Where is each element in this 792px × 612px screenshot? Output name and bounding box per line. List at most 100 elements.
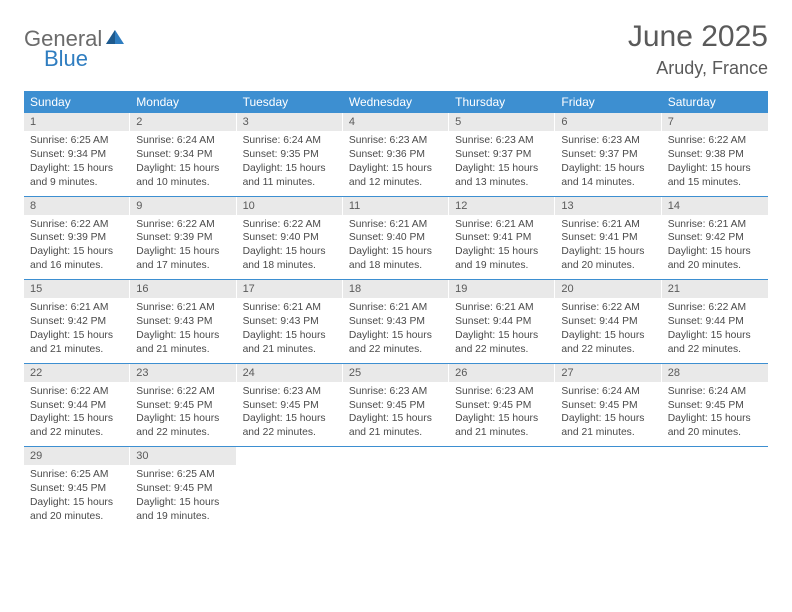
- day-number: 21: [662, 280, 768, 298]
- day-content: Sunrise: 6:21 AMSunset: 9:41 PMDaylight:…: [555, 215, 661, 280]
- day-line: Sunset: 9:45 PM: [136, 482, 230, 496]
- day-line: and 17 minutes.: [136, 259, 230, 273]
- day-content: Sunrise: 6:24 AMSunset: 9:45 PMDaylight:…: [662, 382, 768, 447]
- day-line: Sunrise: 6:25 AM: [30, 134, 124, 148]
- day-content: Sunrise: 6:22 AMSunset: 9:39 PMDaylight:…: [24, 215, 130, 280]
- day-cell: [555, 447, 661, 530]
- day-line: Daylight: 15 hours: [136, 245, 230, 259]
- day-line: Daylight: 15 hours: [30, 245, 124, 259]
- title-block: June 2025 Arudy, France: [628, 20, 768, 79]
- day-line: Daylight: 15 hours: [243, 329, 337, 343]
- day-line: and 10 minutes.: [136, 176, 230, 190]
- day-number: 22: [24, 364, 130, 382]
- day-line: Sunrise: 6:21 AM: [349, 218, 443, 232]
- day-content: Sunrise: 6:21 AMSunset: 9:44 PMDaylight:…: [449, 298, 555, 363]
- day-number: 20: [555, 280, 661, 298]
- day-line: Daylight: 15 hours: [455, 412, 549, 426]
- day-line: Daylight: 15 hours: [30, 162, 124, 176]
- day-cell: 16Sunrise: 6:21 AMSunset: 9:43 PMDayligh…: [130, 280, 236, 363]
- day-line: Daylight: 15 hours: [243, 412, 337, 426]
- logo-text-blue: Blue: [44, 46, 88, 71]
- day-line: and 22 minutes.: [349, 343, 443, 357]
- day-line: Daylight: 15 hours: [30, 329, 124, 343]
- day-line: Sunrise: 6:23 AM: [455, 134, 549, 148]
- day-line: and 22 minutes.: [455, 343, 549, 357]
- day-content: Sunrise: 6:23 AMSunset: 9:45 PMDaylight:…: [237, 382, 343, 447]
- calendar: Sunday Monday Tuesday Wednesday Thursday…: [24, 91, 768, 530]
- logo-triangle-icon: [106, 30, 124, 49]
- day-content: Sunrise: 6:23 AMSunset: 9:45 PMDaylight:…: [449, 382, 555, 447]
- day-line: Sunset: 9:42 PM: [30, 315, 124, 329]
- day-line: Daylight: 15 hours: [668, 412, 762, 426]
- day-number: 25: [343, 364, 449, 382]
- day-cell: [343, 447, 449, 530]
- day-line: and 20 minutes.: [30, 510, 124, 524]
- day-cell: 15Sunrise: 6:21 AMSunset: 9:42 PMDayligh…: [24, 280, 130, 363]
- day-cell: 2Sunrise: 6:24 AMSunset: 9:34 PMDaylight…: [130, 113, 236, 196]
- day-number: 19: [449, 280, 555, 298]
- day-line: Daylight: 15 hours: [349, 162, 443, 176]
- day-number: 9: [130, 197, 236, 215]
- day-line: Sunset: 9:45 PM: [668, 399, 762, 413]
- day-cell: 5Sunrise: 6:23 AMSunset: 9:37 PMDaylight…: [449, 113, 555, 196]
- day-number: 8: [24, 197, 130, 215]
- day-line: Sunset: 9:38 PM: [668, 148, 762, 162]
- day-content: Sunrise: 6:24 AMSunset: 9:35 PMDaylight:…: [237, 131, 343, 196]
- day-line: Sunrise: 6:22 AM: [668, 134, 762, 148]
- day-line: and 19 minutes.: [136, 510, 230, 524]
- day-line: and 21 minutes.: [455, 426, 549, 440]
- day-line: and 13 minutes.: [455, 176, 549, 190]
- day-line: Sunset: 9:41 PM: [561, 231, 655, 245]
- day-cell: 8Sunrise: 6:22 AMSunset: 9:39 PMDaylight…: [24, 197, 130, 280]
- day-line: Sunrise: 6:22 AM: [30, 385, 124, 399]
- day-content: Sunrise: 6:21 AMSunset: 9:41 PMDaylight:…: [449, 215, 555, 280]
- day-content: Sunrise: 6:23 AMSunset: 9:36 PMDaylight:…: [343, 131, 449, 196]
- day-line: Daylight: 15 hours: [349, 245, 443, 259]
- day-content: Sunrise: 6:25 AMSunset: 9:34 PMDaylight:…: [24, 131, 130, 196]
- day-content: Sunrise: 6:23 AMSunset: 9:37 PMDaylight:…: [449, 131, 555, 196]
- day-line: Sunrise: 6:21 AM: [668, 218, 762, 232]
- day-content: Sunrise: 6:21 AMSunset: 9:42 PMDaylight:…: [662, 215, 768, 280]
- day-line: Sunrise: 6:21 AM: [30, 301, 124, 315]
- weekday-sunday: Sunday: [24, 91, 130, 113]
- day-line: Daylight: 15 hours: [136, 496, 230, 510]
- day-content: Sunrise: 6:22 AMSunset: 9:39 PMDaylight:…: [130, 215, 236, 280]
- day-content: Sunrise: 6:22 AMSunset: 9:44 PMDaylight:…: [555, 298, 661, 363]
- day-line: Daylight: 15 hours: [243, 245, 337, 259]
- day-cell: 3Sunrise: 6:24 AMSunset: 9:35 PMDaylight…: [237, 113, 343, 196]
- day-line: and 22 minutes.: [668, 343, 762, 357]
- day-line: and 18 minutes.: [243, 259, 337, 273]
- day-line: Daylight: 15 hours: [668, 329, 762, 343]
- day-cell: 29Sunrise: 6:25 AMSunset: 9:45 PMDayligh…: [24, 447, 130, 530]
- day-line: and 21 minutes.: [30, 343, 124, 357]
- day-line: and 22 minutes.: [30, 426, 124, 440]
- day-line: Sunset: 9:40 PM: [349, 231, 443, 245]
- day-line: Sunrise: 6:25 AM: [30, 468, 124, 482]
- day-line: Daylight: 15 hours: [30, 412, 124, 426]
- day-number: 10: [237, 197, 343, 215]
- day-line: Sunrise: 6:22 AM: [30, 218, 124, 232]
- day-number: 26: [449, 364, 555, 382]
- day-line: Sunset: 9:45 PM: [349, 399, 443, 413]
- weekday-monday: Monday: [130, 91, 236, 113]
- day-number: 27: [555, 364, 661, 382]
- day-number: 1: [24, 113, 130, 131]
- day-cell: 7Sunrise: 6:22 AMSunset: 9:38 PMDaylight…: [662, 113, 768, 196]
- day-line: Sunset: 9:41 PM: [455, 231, 549, 245]
- day-line: Daylight: 15 hours: [668, 245, 762, 259]
- day-line: Sunrise: 6:21 AM: [455, 218, 549, 232]
- day-line: Sunset: 9:45 PM: [243, 399, 337, 413]
- day-line: Daylight: 15 hours: [136, 162, 230, 176]
- day-line: Sunset: 9:39 PM: [136, 231, 230, 245]
- day-content: Sunrise: 6:23 AMSunset: 9:37 PMDaylight:…: [555, 131, 661, 196]
- day-cell: 25Sunrise: 6:23 AMSunset: 9:45 PMDayligh…: [343, 364, 449, 447]
- day-cell: [449, 447, 555, 530]
- day-cell: 30Sunrise: 6:25 AMSunset: 9:45 PMDayligh…: [130, 447, 236, 530]
- weekday-thursday: Thursday: [449, 91, 555, 113]
- day-content: Sunrise: 6:23 AMSunset: 9:45 PMDaylight:…: [343, 382, 449, 447]
- day-line: Sunrise: 6:22 AM: [136, 218, 230, 232]
- day-line: Sunrise: 6:22 AM: [136, 385, 230, 399]
- day-line: Sunset: 9:44 PM: [455, 315, 549, 329]
- day-line: Sunrise: 6:23 AM: [455, 385, 549, 399]
- day-line: and 15 minutes.: [668, 176, 762, 190]
